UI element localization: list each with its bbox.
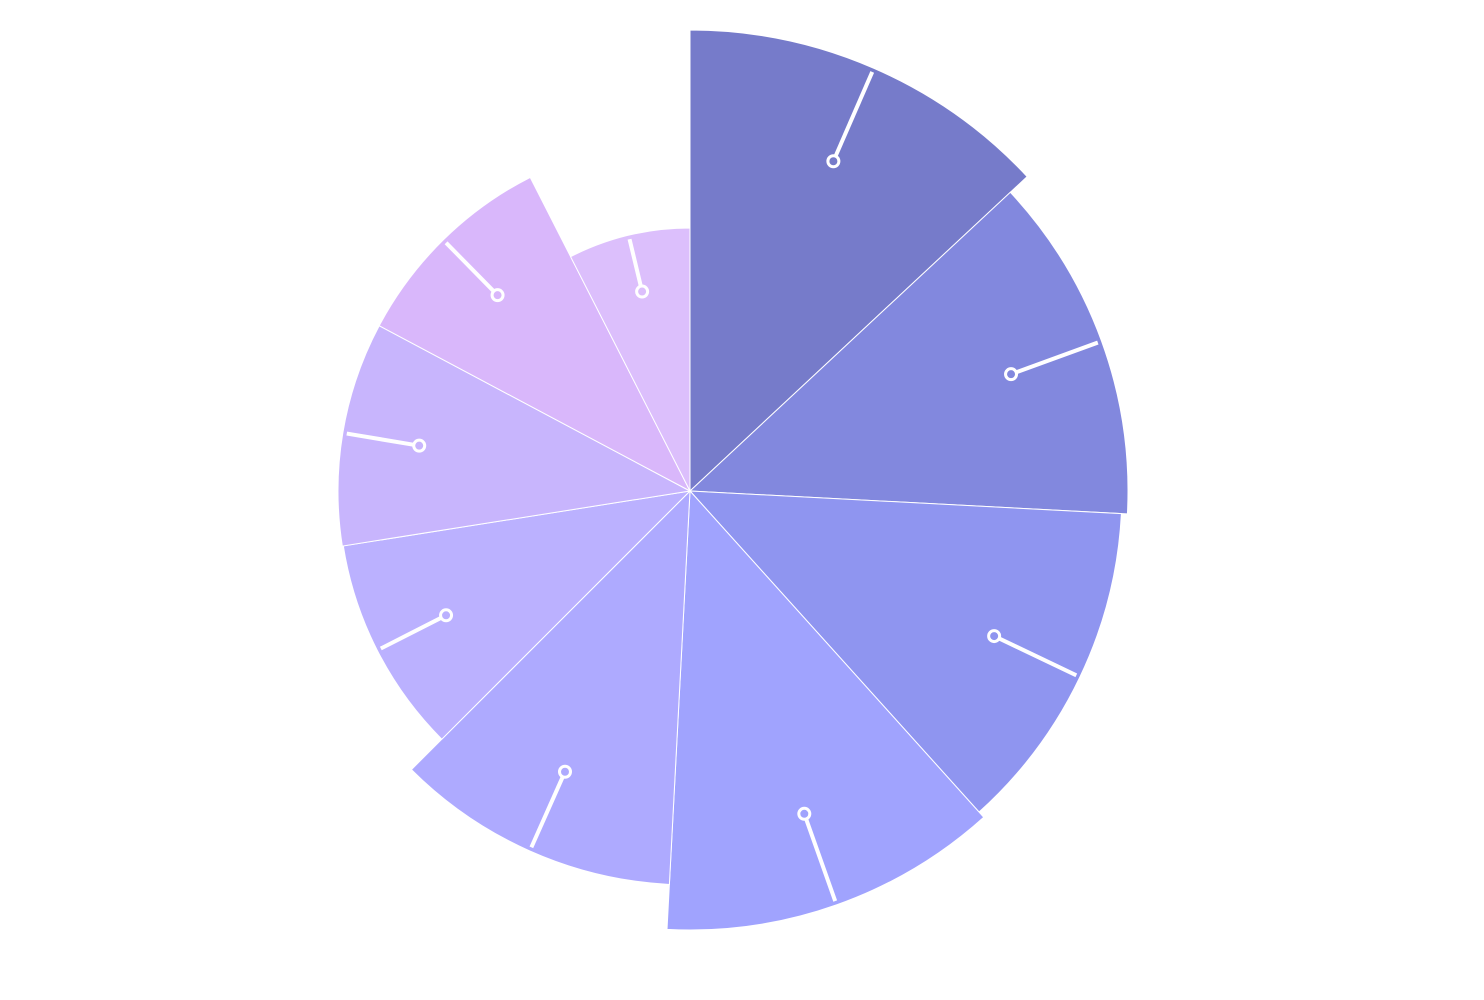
label-leader-line-3 (993, 634, 1078, 678)
rose-slice-5[interactable] (410, 489, 691, 885)
rose-slice-2[interactable] (688, 191, 1129, 515)
label-leader-line-5 (529, 770, 567, 849)
label-leader-dot-7 (412, 438, 427, 453)
label-leader-dot-5 (558, 764, 572, 779)
label-leader-dot-8 (490, 288, 505, 303)
rose-slice-6[interactable] (342, 490, 692, 740)
rose-slice-4[interactable] (666, 489, 985, 931)
label-leader-line-7 (346, 431, 420, 448)
slices-layer (337, 29, 1129, 931)
label-leader-line-4 (802, 813, 838, 902)
label-leader-line-8 (444, 241, 499, 297)
label-leader-dot-3 (987, 629, 1002, 644)
rose-slice-1[interactable] (689, 29, 1028, 493)
rose-slice-7[interactable] (337, 325, 692, 547)
label-leaders-layer (346, 71, 1099, 902)
label-leader-dot-6 (439, 608, 454, 623)
label-leader-line-6 (379, 613, 447, 651)
label-leader-dot-2 (1004, 367, 1019, 382)
label-leader-line-2 (1010, 340, 1099, 377)
label-leader-dot-9 (635, 284, 650, 299)
rose-slice-9[interactable] (569, 227, 691, 492)
rose-slice-3[interactable] (688, 490, 1122, 813)
label-leader-dot-4 (797, 806, 812, 821)
label-leader-line-9 (627, 238, 645, 292)
label-leader-line-1 (831, 71, 875, 163)
label-leader-dot-1 (826, 154, 841, 169)
